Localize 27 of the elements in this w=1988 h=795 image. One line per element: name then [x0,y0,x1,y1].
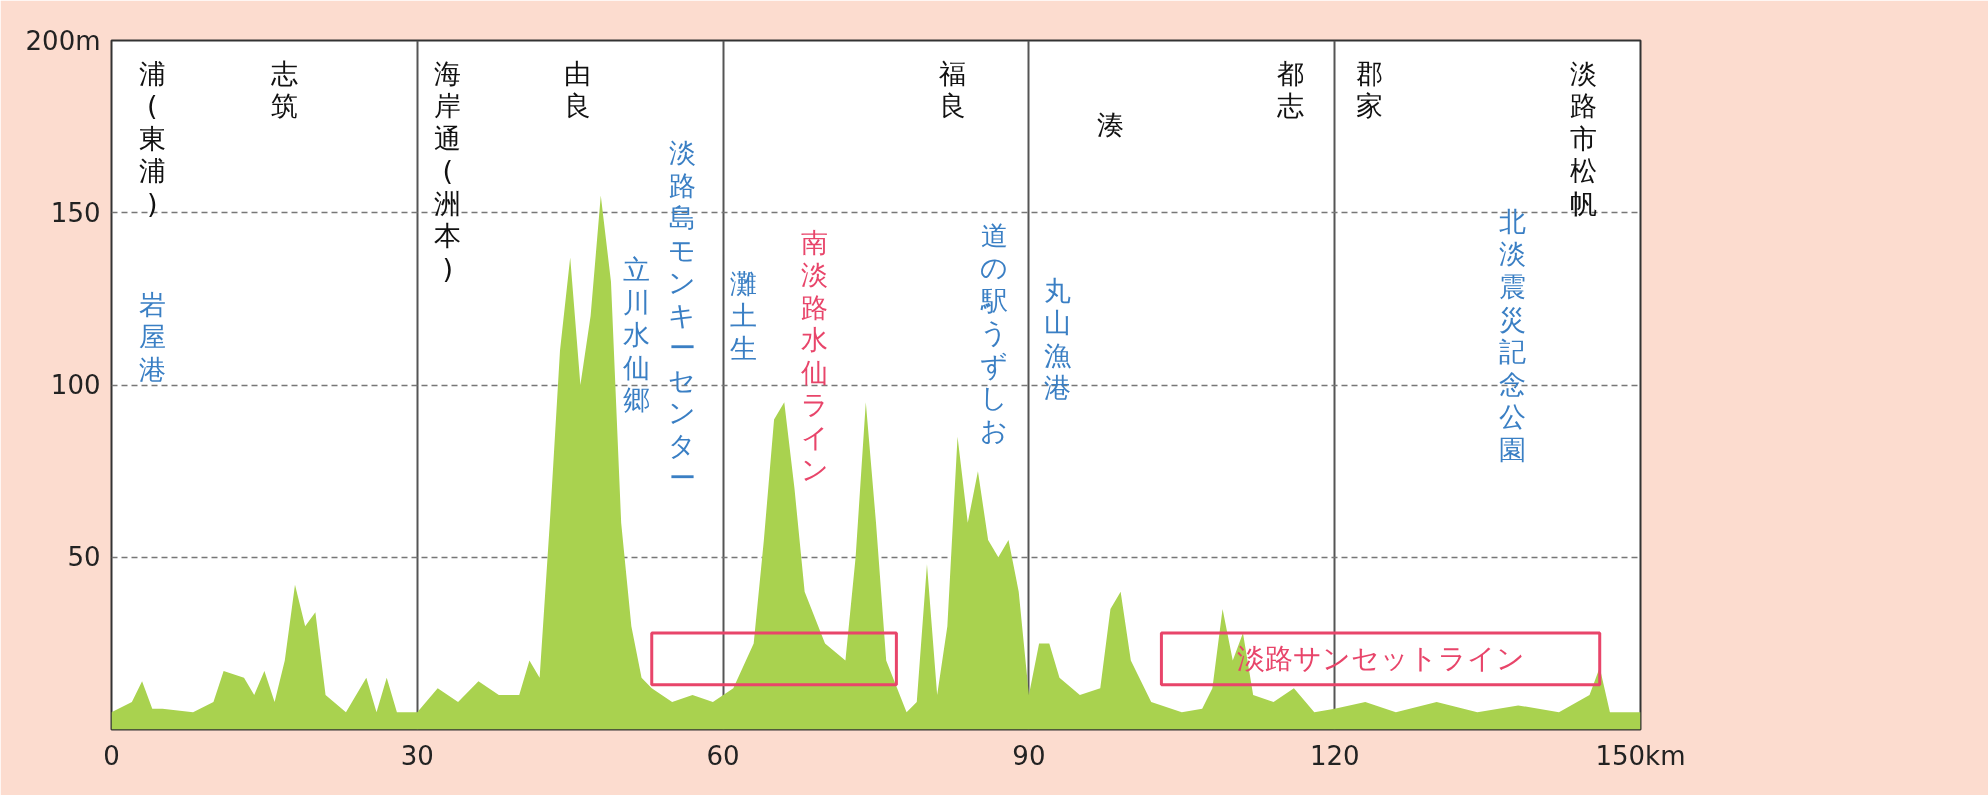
annotation: 福良 [938,57,966,122]
annotation: 湊 [1096,109,1124,141]
annotation: 南淡路水仙ライン [800,226,829,486]
text: 淡路島モンキーセンター [668,136,697,494]
x-tick-label: 150km [1595,740,1686,771]
x-tick-label: 0 [103,740,120,771]
annotation: 郡家 [1355,57,1383,122]
x-tick-label: 60 [706,740,740,771]
annotation: 志筑 [271,57,299,122]
annotation: 灘土生 [729,267,757,364]
y-tick-label: 150 [50,197,101,228]
annotation: 淡路市松帆 [1569,57,1597,219]
y-tick-label: 50 [67,542,101,573]
annotation: 海岸通(洲本) [434,57,462,285]
annotation: 北淡震災記念公園 [1498,205,1526,465]
annotation: 道の駅うずしお [979,219,1009,446]
annotation: 立川水仙郷 [622,254,650,416]
annotation: 浦(東浦) [138,57,166,219]
annotation: 岩屋港 [138,288,166,385]
y-tick-label: 200m [25,25,101,56]
y-tick-label: 100 [50,370,101,400]
x-tick-label: 30 [400,740,434,771]
x-tick-label: 120 [1309,740,1360,771]
annotation: 由良 [563,57,591,122]
annotation: 都志 [1277,57,1305,122]
annotation: 丸山漁港 [1043,274,1071,404]
x-tick-label: 90 [1012,740,1046,771]
